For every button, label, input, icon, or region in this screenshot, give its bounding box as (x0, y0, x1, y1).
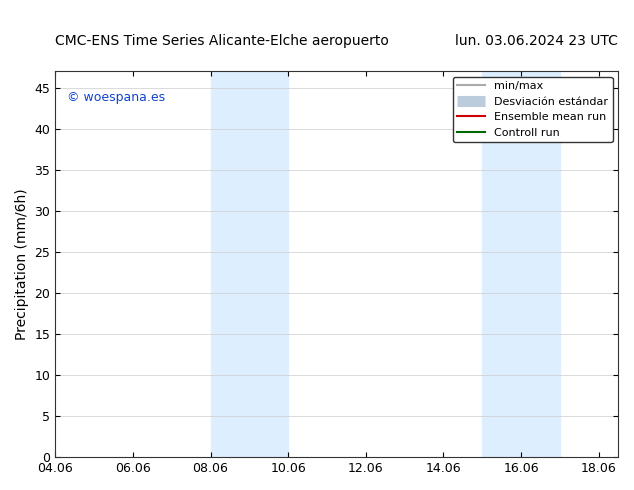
Bar (482, 71, 560, 457)
Y-axis label: Precipitation (mm/6h): Precipitation (mm/6h) (15, 188, 29, 340)
Text: CMC-ENS Time Series Alicante-Elche aeropuerto: CMC-ENS Time Series Alicante-Elche aerop… (55, 34, 389, 48)
Text: © woespana.es: © woespana.es (67, 91, 165, 103)
Bar (210, 71, 288, 457)
Text: lun. 03.06.2024 23 UTC: lun. 03.06.2024 23 UTC (455, 34, 618, 48)
Legend: min/max, Desviación estándar, Ensemble mean run, Controll run: min/max, Desviación estándar, Ensemble m… (453, 77, 612, 143)
